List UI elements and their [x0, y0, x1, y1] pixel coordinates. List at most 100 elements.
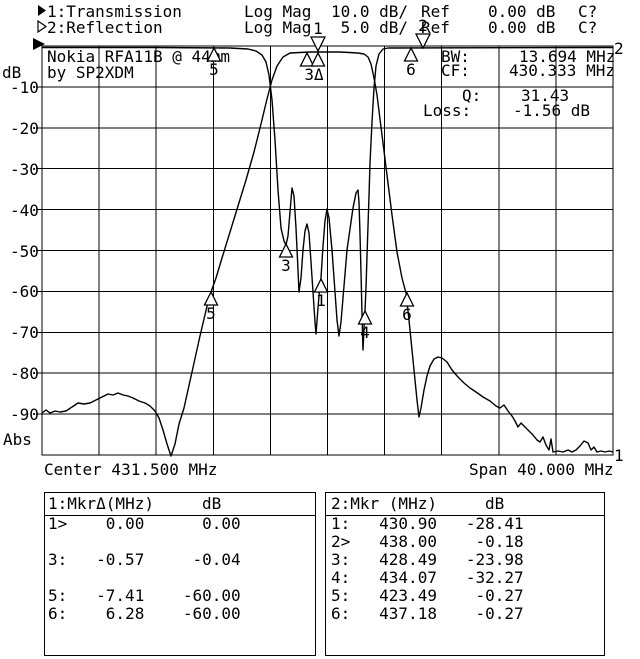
marker-freq-cell: 430.90 — [379, 514, 437, 533]
marker-id-cell: 5: — [48, 586, 68, 605]
marker-id-cell: 2> — [331, 532, 351, 551]
channel1-ref-label: Ref — [421, 2, 450, 21]
marker-db-cell: -0.27 — [475, 586, 524, 605]
marker-up-triangle-icon — [313, 277, 329, 293]
y-axis-tick-label: -10 — [10, 78, 39, 97]
table-header-rule — [45, 515, 315, 516]
y-axis-abs-label: Abs — [3, 430, 32, 449]
marker-id-cell: 1> — [48, 514, 68, 533]
marker-id-cell: 6: — [331, 604, 351, 623]
marker-freq-cell: 428.49 — [379, 550, 437, 569]
marker-label: 5 — [206, 304, 216, 323]
marker-db-cell: -0.18 — [475, 532, 524, 551]
marker-table1-header: 1:MkrΔ(MHz) — [48, 494, 154, 513]
marker-db-cell: -0.04 — [192, 550, 241, 569]
marker-up-triangle-icon — [203, 290, 219, 306]
channel2-ref-value: 0.00 dB — [488, 18, 556, 37]
marker-db-cell: -60.00 — [182, 604, 241, 623]
marker-id-cell: 4: — [331, 568, 351, 587]
channel2-ref-label: Ref — [421, 18, 450, 37]
marker-table-row: 2> 438.00 -0.18 — [331, 532, 524, 551]
channel2-inactive-triangle-icon — [37, 19, 48, 34]
channel1-active-triangle-icon — [38, 5, 46, 16]
marker-table-channel1: 1:MkrΔ(MHz) dB 1> 0.00 0.00 3: -0.57 -0.04 5: -… — [44, 492, 316, 656]
marker-id-cell: 3: — [331, 550, 351, 569]
marker-label: 1 — [313, 19, 323, 38]
channel2-scale: 5.0 dB/ — [331, 18, 409, 37]
channel2-trace-end-label: 2 — [614, 39, 624, 58]
marker-up-triangle-icon — [278, 242, 294, 258]
marker-freq-cell: 438.00 — [379, 532, 437, 551]
marker-table-row: 5: -7.41 -60.00 — [48, 586, 241, 605]
marker-table-row: 3: -0.57 -0.04 — [48, 550, 241, 569]
marker-label: 3Δ — [304, 65, 324, 84]
marker-db-cell: -0.27 — [475, 604, 524, 623]
marker-freq-cell: 437.18 — [379, 604, 437, 623]
plot-annotation-line2: by SP2XDM — [47, 63, 134, 82]
y-axis-tick-label: -50 — [10, 242, 39, 261]
marker-up-triangle-icon — [299, 51, 315, 67]
marker-label: 6 — [402, 305, 412, 324]
y-axis-unit-label: dB — [2, 63, 22, 82]
y-axis-tick-label: -40 — [10, 201, 39, 220]
channel1-format: Log Mag — [244, 2, 312, 21]
marker-table-row: 4: 434.07 -32.27 — [331, 568, 524, 587]
marker-table-channel2: 2:Mkr (MHz) dB 1: 430.90 -28.41 2> 438.00 -0.… — [325, 492, 605, 656]
marker-db-cell: -60.00 — [182, 586, 241, 605]
marker-db-cell: 0.00 — [202, 514, 241, 533]
marker-id-cell: 3: — [48, 550, 68, 569]
y-axis-tick-label: -60 — [10, 282, 39, 301]
channel1-trace-end-label: 1 — [614, 446, 624, 465]
y-axis-tick-label: -20 — [10, 119, 39, 138]
table-header-rule — [326, 515, 604, 516]
channel2-label: 2:Reflection — [47, 18, 163, 37]
marker-label: 1 — [316, 291, 326, 310]
marker-freq-cell: -7.41 — [96, 586, 145, 605]
x-axis-span-label: Span 40.000 MHz — [469, 460, 614, 479]
channel1-scale: 10.0 dB/ — [331, 2, 409, 21]
marker-freq-cell: -0.57 — [96, 550, 145, 569]
marker-table2-db-header: dB — [485, 494, 505, 513]
marker-table-row: 3: 428.49 -23.98 — [331, 550, 524, 569]
marker-table1-db-header: dB — [202, 494, 222, 513]
marker-freq-cell: 434.07 — [379, 568, 437, 587]
marker-down-triangle-icon — [309, 36, 327, 53]
marker-freq-cell: 6.28 — [105, 604, 145, 623]
marker-freq-cell: 423.49 — [379, 586, 437, 605]
marker-table-row: 5: 423.49 -0.27 — [331, 586, 524, 605]
marker-table-row: 6: 437.18 -0.27 — [331, 604, 524, 623]
marker-id-cell: 5: — [331, 586, 351, 605]
channel2-cal-status: C? — [578, 18, 598, 37]
channel1-ref-value: 0.00 dB — [488, 2, 556, 21]
marker-id-cell: 1: — [331, 514, 351, 533]
y-axis-tick-label: -30 — [10, 160, 39, 179]
y-axis-tick-label: -80 — [10, 364, 39, 383]
marker-db-cell: -28.41 — [465, 514, 524, 533]
channel1-label: 1:Transmission — [47, 2, 182, 21]
marker-up-triangle-icon — [399, 291, 415, 307]
channel1-cal-status: C? — [578, 2, 598, 21]
marker-db-cell: -23.98 — [465, 550, 524, 569]
cf-value: 430.333 MHz — [509, 61, 615, 80]
marker-label: 4 — [360, 323, 370, 342]
marker-table2-header: 2:Mkr (MHz) — [331, 494, 437, 513]
y-axis-tick-label: -90 — [10, 405, 39, 424]
marker-id-cell: 6: — [48, 604, 68, 623]
y-axis-tick-label: -70 — [10, 323, 39, 342]
marker-up-triangle-icon — [357, 309, 373, 325]
channel2-format: Log Mag — [244, 18, 312, 37]
marker-table-row: 1: 430.90 -28.41 — [331, 514, 524, 533]
reference-level-arrow-icon — [33, 38, 45, 50]
marker-label: 6 — [406, 60, 416, 79]
cf-label: CF: — [441, 61, 470, 80]
x-axis-center-label: Center 431.500 MHz — [44, 460, 218, 479]
loss-value: -1.56 dB — [513, 101, 591, 120]
marker-table-row: 6: 6.28 -60.00 — [48, 604, 241, 623]
loss-label: Loss: — [423, 101, 472, 120]
marker-up-triangle-icon — [403, 46, 419, 62]
marker-db-cell: -32.27 — [465, 568, 524, 587]
plot-annotation-line1: Nokia RFA11B @ 44mm — [47, 47, 231, 66]
marker-freq-cell: 0.00 — [105, 514, 145, 533]
